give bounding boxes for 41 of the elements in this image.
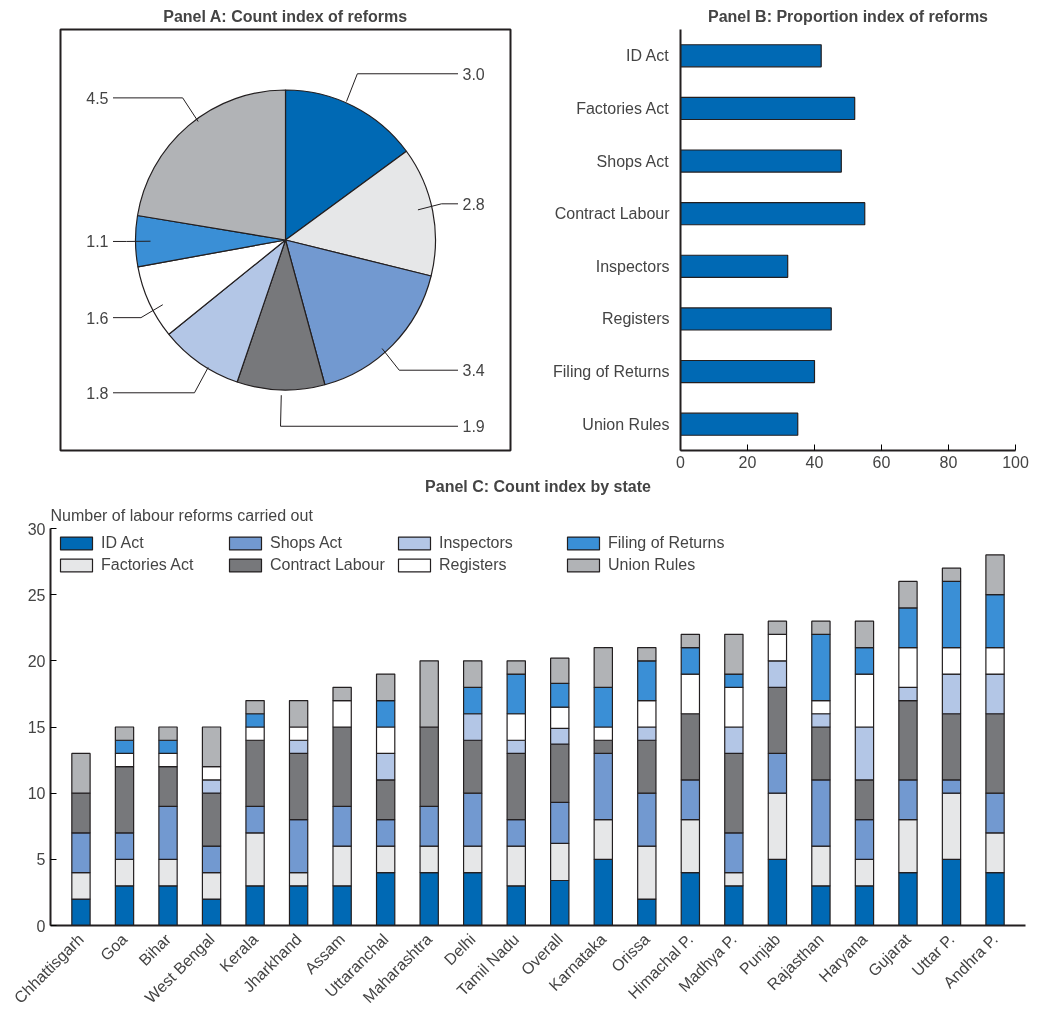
legend-label: ID Act (101, 534, 145, 552)
legend-label: Registers (439, 556, 508, 574)
y-tick-label: ID Act (625, 47, 670, 65)
y-tick-label: Registers (601, 310, 670, 328)
data-label: 1.6 (86, 309, 109, 327)
y-tick-label: 10 (27, 785, 46, 803)
x-tick-label: 40 (805, 453, 824, 471)
legend-label: Inspectors (439, 534, 514, 552)
y-tick-label: 25 (27, 586, 46, 604)
y-tick-label: Shops Act (596, 152, 670, 170)
data-label: 3.4 (462, 362, 485, 380)
data-label: 2.8 (462, 195, 485, 213)
x-tick-label: 60 (872, 453, 891, 471)
chart-title: Panel B: Proportion index of reforms (707, 7, 989, 25)
legend-label: Filing of Returns (608, 534, 726, 552)
y-tick-label: Filing of Returns (553, 363, 670, 381)
data-label: 4.5 (86, 89, 109, 107)
y-tick-label: 0 (36, 917, 46, 935)
chart-title: Panel A: Count index of reforms (163, 7, 408, 25)
data-label: 1.1 (86, 233, 109, 251)
y-tick-label: 5 (36, 851, 46, 869)
x-tick-label: 0 (676, 453, 686, 471)
x-tick-label: 80 (939, 453, 958, 471)
legend-label: Shops Act (270, 534, 344, 552)
x-tick-label: Goa (97, 930, 131, 964)
y-tick-label: Factories Act (576, 99, 670, 117)
y-tick-label: 15 (27, 719, 46, 736)
x-tick-label: 20 (738, 453, 757, 471)
chart-title: Panel C: Count index by state (425, 477, 652, 495)
y-tick-label: Union Rules (582, 415, 670, 433)
data-label: 1.8 (86, 384, 109, 402)
y-tick-label: Inspectors (595, 257, 670, 275)
y-axis-title: Number of labour reforms carried out (50, 506, 314, 524)
y-tick-label: 30 (27, 520, 46, 538)
x-tick-label: 100 (1002, 453, 1029, 471)
data-label: 3.0 (462, 65, 485, 83)
data-label: 1.9 (462, 418, 485, 436)
y-tick-label: Contract Labour (554, 205, 671, 223)
legend-label: Factories Act (101, 556, 195, 574)
y-tick-label: 20 (27, 652, 46, 670)
legend-label: Contract Labour (270, 556, 386, 574)
